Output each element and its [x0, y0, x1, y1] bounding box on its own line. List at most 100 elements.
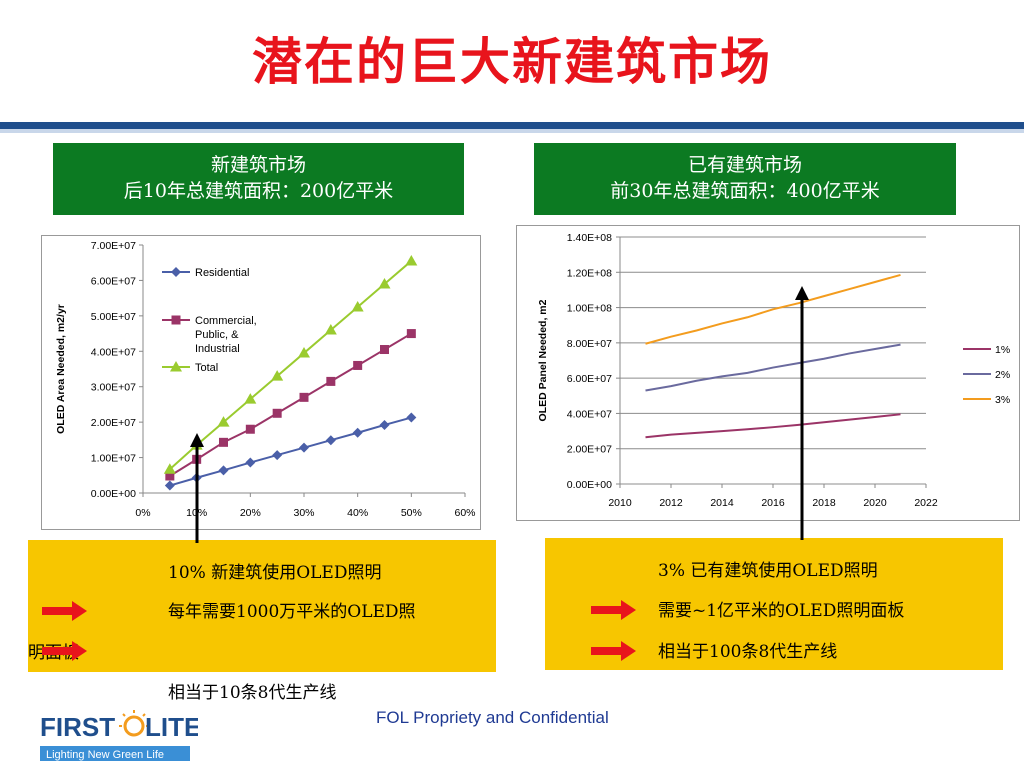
x-tick-label: 0% — [135, 507, 150, 519]
y-axis-title: OLED Panel Needed, m2 — [537, 299, 549, 421]
y-tick-label: 1.00E+08 — [567, 303, 612, 315]
y-tick-label: 0.00E+00 — [91, 488, 136, 500]
y-tick-label: 1.00E+07 — [91, 453, 136, 465]
svg-text:LITE: LITE — [145, 712, 198, 742]
data-point-diamond — [245, 457, 256, 468]
data-point-triangle — [324, 324, 337, 335]
legend-label: Public, & — [195, 329, 239, 341]
data-point-square — [406, 329, 416, 339]
data-point-diamond — [191, 472, 202, 483]
data-point-triangle — [244, 393, 257, 404]
existing-building-chart: 0.00E+00 2.00E+07 4.00E+07 6.00E+07 8.00E+07… — [537, 232, 1010, 509]
data-point-triangle — [217, 416, 230, 427]
data-point-diamond — [325, 435, 336, 446]
new-building-header-title: 新建筑市场 — [210, 154, 306, 176]
y-tick-label: 7.00E+07 — [91, 240, 136, 252]
red-arrow-icon — [42, 601, 87, 621]
legend-label: Commercial, — [195, 315, 257, 327]
red-arrow-icon — [591, 600, 636, 620]
data-point-triangle — [378, 277, 391, 289]
data-point-square — [165, 471, 175, 481]
data-point-square — [245, 424, 255, 434]
data-point-diamond — [164, 480, 175, 491]
header-band — [0, 122, 1024, 129]
header-band-light — [0, 129, 1024, 133]
series-line — [645, 413, 901, 439]
left-note-line2: 每年需要1000万平米的OLED照 — [168, 602, 416, 622]
x-tick-label: 50% — [401, 507, 422, 519]
data-point-triangle — [405, 254, 418, 266]
data-point-square — [219, 437, 228, 447]
x-tick-label: 2012 — [659, 497, 683, 509]
y-tick-label: 1.40E+08 — [567, 232, 612, 244]
data-point-diamond — [272, 450, 283, 461]
x-tick-label: 20% — [240, 507, 261, 519]
right-chart-frame: 0.00E+00 2.00E+07 4.00E+07 6.00E+07 8.00E+07… — [516, 225, 1020, 521]
svg-text:Lighting New Green Life: Lighting New Green Life — [46, 749, 164, 761]
y-tick-label: 4.00E+07 — [91, 346, 136, 358]
series-line — [169, 416, 412, 487]
x-tick-label: 2022 — [914, 497, 938, 509]
firstolite-logo: FIRST LITE Lighting New Green Life — [40, 710, 201, 761]
new-building-header: 新建筑市场 后10年总建筑面积：200亿平米 — [53, 143, 464, 215]
existing-building-header-title: 已有建筑市场 — [687, 154, 802, 176]
legend-label: 1% — [995, 344, 1010, 356]
data-point-square — [353, 360, 363, 370]
x-tick-label: 60% — [454, 507, 475, 519]
data-point-triangle — [298, 347, 310, 358]
y-tick-label: 6.00E+07 — [567, 373, 612, 385]
y-tick-label: 1.20E+08 — [567, 267, 612, 279]
x-tick-label: 2016 — [761, 497, 785, 509]
y-tick-label: 6.00E+07 — [91, 275, 136, 287]
svg-text:FIRST: FIRST — [40, 712, 115, 742]
existing-building-header-area: 前30年总建筑面积：400亿平米 — [610, 180, 880, 202]
x-tick-label: 40% — [347, 507, 368, 519]
data-point-diamond — [352, 427, 363, 438]
y-tick-label: 8.00E+07 — [567, 338, 612, 350]
left-chart-frame: 0.00E+00 1.00E+07 2.00E+07 3.00E+07 4.00E+07… — [41, 235, 481, 530]
data-point-diamond — [299, 442, 309, 453]
right-note-line2: 需要~1亿平米的OLED照明面板 — [658, 601, 905, 621]
legend-label: Total — [195, 362, 218, 374]
y-tick-label: 4.00E+07 — [567, 408, 612, 420]
x-tick-label: 2014 — [710, 497, 734, 509]
data-point-square — [299, 392, 309, 402]
right-note-line3: 相当于100条8代生产线 — [658, 642, 838, 662]
y-tick-label: 0.00E+00 — [567, 479, 612, 491]
y-tick-label: 5.00E+07 — [91, 311, 136, 323]
data-point-square — [171, 315, 181, 325]
data-point-triangle — [271, 370, 284, 381]
data-point-diamond — [379, 419, 390, 430]
footer-text: FOL Propriety and Confidential — [376, 708, 609, 727]
right-note-box: 3% 已有建筑使用OLED照明 需要~1亿平米的OLED照明面板 相当于100条… — [545, 538, 1003, 670]
legend-label: Residential — [195, 267, 249, 279]
series-line — [169, 260, 412, 471]
data-point-triangle — [351, 301, 364, 312]
data-point-diamond — [171, 267, 181, 277]
left-note-line3: 相当于10条8代生产线 — [168, 683, 337, 703]
series-line — [169, 332, 412, 477]
data-point-square — [326, 376, 336, 386]
data-point-diamond — [218, 465, 229, 476]
data-point-triangle — [163, 463, 176, 474]
slide-title: 潜在的巨大新建筑市场 — [252, 32, 772, 91]
x-tick-label: 2018 — [812, 497, 836, 509]
company-logo: FIRST LITE Lighting New Green Life — [38, 700, 201, 764]
x-tick-label: 2010 — [608, 497, 632, 509]
left-note-box: 10% 新建筑使用OLED照明 每年需要1000万平米的OLED照 明面板 — [28, 540, 496, 672]
data-point-square — [380, 345, 389, 355]
new-building-chart: 0.00E+00 1.00E+07 2.00E+07 3.00E+07 4.00E+07… — [55, 240, 476, 519]
legend-label: 2% — [995, 369, 1010, 381]
data-point-diamond — [406, 412, 417, 423]
y-tick-label: 2.00E+07 — [91, 417, 136, 429]
left-note-line1: 10% 新建筑使用OLED照明 — [168, 563, 382, 583]
existing-building-header: 已有建筑市场 前30年总建筑面积：400亿平米 — [534, 143, 956, 215]
data-point-square — [192, 454, 202, 464]
data-point-triangle — [170, 361, 182, 372]
x-tick-label: 2020 — [863, 497, 887, 509]
series-line — [645, 273, 901, 345]
legend-label: 3% — [995, 394, 1010, 406]
y-axis-title: OLED Area Needed, m2/yr — [55, 304, 67, 434]
red-arrow-icon — [591, 641, 636, 661]
x-tick-label: 10% — [186, 507, 207, 519]
